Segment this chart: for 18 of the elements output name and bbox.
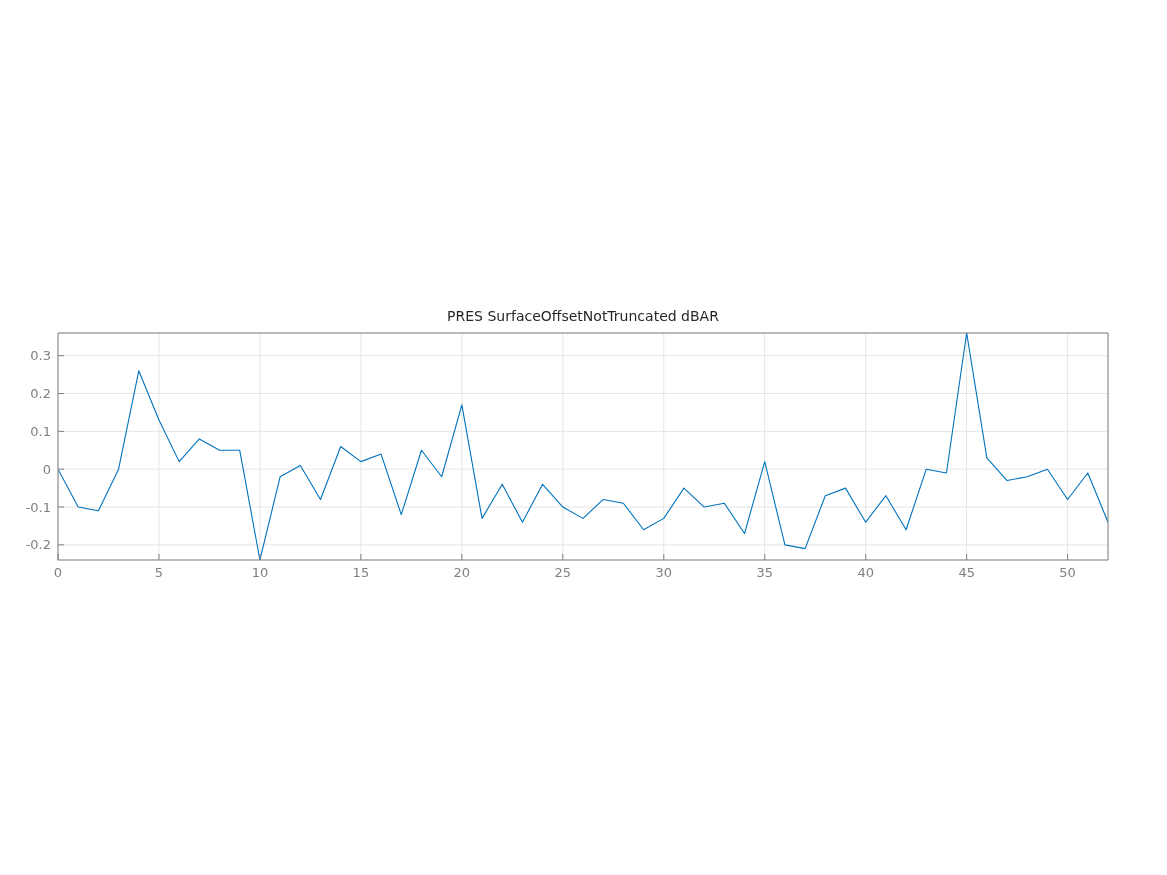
y-tick-label: 0.2: [30, 386, 51, 402]
x-tick-label: 0: [53, 565, 63, 581]
x-tick-label: 15: [352, 565, 370, 581]
x-tick-label: 25: [554, 565, 572, 581]
y-tick-label: -0.1: [25, 499, 51, 515]
y-tick-label: 0: [42, 461, 51, 477]
x-tick-label: 30: [655, 565, 673, 581]
x-tick-label: 20: [453, 565, 471, 581]
x-tick-label: 5: [154, 565, 164, 581]
x-tick-label: 40: [857, 565, 874, 581]
chart-title: PRES SurfaceOffsetNotTruncated dBAR: [446, 308, 720, 324]
x-tick-label: 50: [1059, 565, 1076, 581]
y-tick-label: 0.1: [30, 423, 51, 439]
y-tick-label: -0.2: [25, 537, 51, 553]
y-tick-label: 0.3: [30, 348, 51, 364]
x-tick-label: 35: [756, 565, 773, 581]
x-tick-label: 10: [251, 565, 269, 581]
x-tick-label: 45: [958, 565, 975, 581]
